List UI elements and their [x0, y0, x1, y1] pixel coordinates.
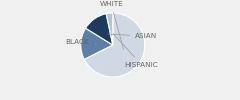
Wedge shape: [84, 13, 145, 77]
Text: BLACK: BLACK: [66, 39, 97, 45]
Text: WHITE: WHITE: [99, 1, 124, 49]
Text: ASIAN: ASIAN: [108, 33, 157, 39]
Wedge shape: [81, 28, 113, 59]
Text: HISPANIC: HISPANIC: [113, 34, 158, 68]
Wedge shape: [106, 13, 113, 45]
Wedge shape: [86, 14, 113, 45]
